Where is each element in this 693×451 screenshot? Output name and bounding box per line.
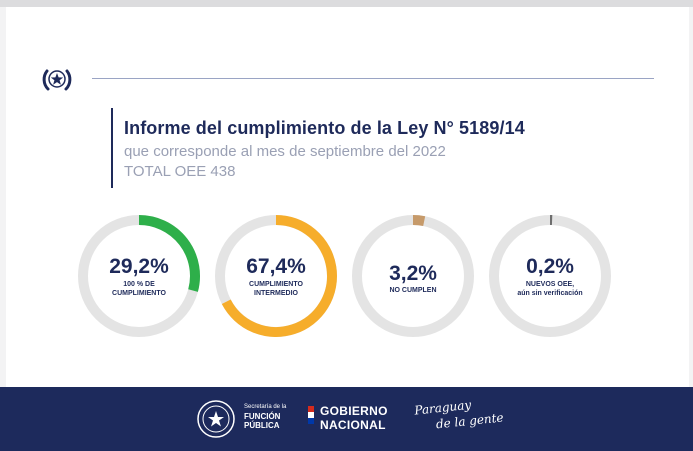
gauge-value: 67,4% — [246, 255, 306, 278]
gauge-intermediate-compliance: 67,4% CUMPLIMIENTO INTERMEDIO — [213, 213, 339, 339]
header-rule — [92, 78, 654, 79]
paraguay-flag-icon — [308, 406, 314, 424]
gauge-value: 29,2% — [109, 255, 169, 278]
star-emblem-icon — [42, 69, 72, 91]
report-subtitle: que corresponde al mes de septiembre del… — [124, 143, 446, 160]
gauge-non-compliance: 3,2% NO CUMPLEN — [350, 213, 476, 339]
gobierno-nacional-logo: GOBIERNO NACIONAL — [320, 404, 388, 432]
gauge-value: 3,2% — [389, 262, 437, 285]
title-accent-bar — [111, 108, 113, 188]
top-strip — [0, 0, 693, 7]
gauge-caption: 100 % DE CUMPLIMIENTO — [112, 281, 166, 297]
national-seal-icon — [197, 400, 235, 438]
gauge-caption: CUMPLIMIENTO INTERMEDIO — [249, 281, 303, 297]
report-title: Informe del cumplimiento de la Ley N° 51… — [124, 118, 525, 138]
gauge-new-unverified: 0,2% NUEVOS OEE, aún sin verificación — [487, 213, 613, 339]
report-total: TOTAL OEE 438 — [124, 163, 236, 180]
sfp-logo-text: Secretaría de la FUNCIÓN PÚBLICA — [244, 404, 287, 430]
gauge-arc — [221, 215, 337, 337]
gauge-arc — [412, 215, 426, 227]
gauge-caption: NO CUMPLEN — [389, 287, 437, 294]
gauge-full-compliance: 29,2% 100 % DE CUMPLIMIENTO — [76, 213, 202, 339]
gauge-caption: NUEVOS OEE, aún sin verificación — [517, 281, 583, 297]
footer-bar — [0, 387, 693, 451]
gauge-arc — [138, 215, 200, 292]
gauge-value: 0,2% — [526, 255, 574, 278]
